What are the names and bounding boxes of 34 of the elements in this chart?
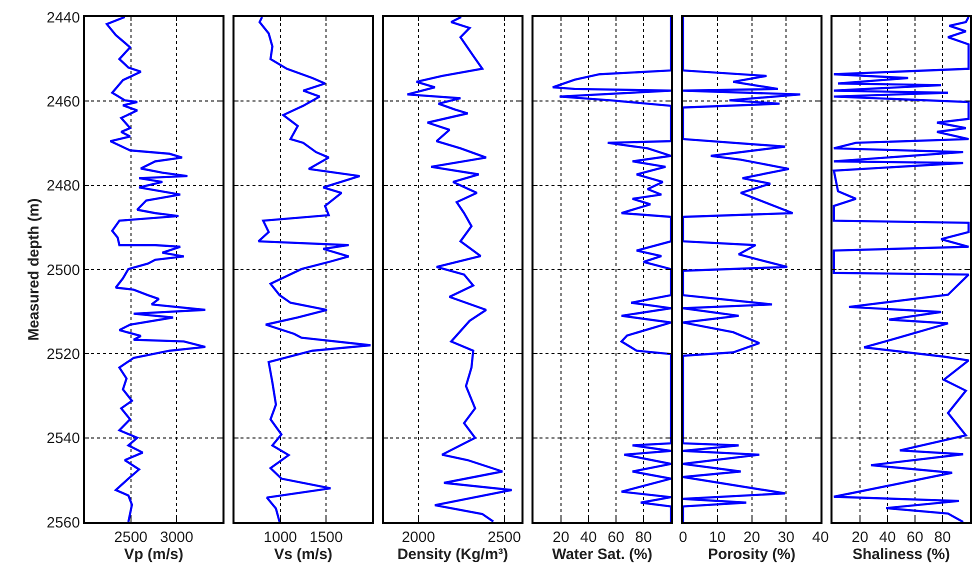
x-tick-label: 10 xyxy=(709,529,726,546)
x-tick-label: 20 xyxy=(552,529,570,546)
x-axis-title: Vs (m/s) xyxy=(274,546,332,563)
x-axis-title: Density (Kg/m³) xyxy=(397,546,508,563)
x-axis-title: Porosity (%) xyxy=(708,546,796,563)
x-tick-label: 1500 xyxy=(309,529,343,546)
x-axis-title: Water Sat. (%) xyxy=(552,546,652,563)
x-tick-label: 60 xyxy=(608,529,624,546)
y-tick-label: 2480 xyxy=(46,178,80,195)
x-tick-label: 80 xyxy=(635,529,652,546)
x-tick-label: 20 xyxy=(852,529,868,546)
x-tick-label: 40 xyxy=(812,529,829,546)
x-axis-title: Shaliness (%) xyxy=(852,546,950,563)
y-tick-label: 2520 xyxy=(46,346,80,363)
x-tick-label: 2000 xyxy=(402,529,436,546)
line-series xyxy=(106,17,206,522)
x-axis-title: Vp (m/s) xyxy=(124,546,184,563)
y-tick-label: 2540 xyxy=(46,430,80,448)
y-axis-title: Measured depth (m) xyxy=(25,198,42,341)
x-tick-label: 60 xyxy=(906,529,924,546)
x-tick-label: 1000 xyxy=(264,529,298,546)
y-tick-label: 2500 xyxy=(46,262,80,279)
x-tick-label: 0 xyxy=(678,529,688,546)
x-tick-label: 40 xyxy=(580,529,597,546)
x-tick-label: 20 xyxy=(743,529,760,546)
y-tick-label: 2560 xyxy=(46,514,80,532)
x-tick-label: 30 xyxy=(778,529,794,546)
x-tick-label: 2500 xyxy=(114,529,148,546)
x-tick-label: 2500 xyxy=(488,529,521,546)
y-tick-label: 2460 xyxy=(46,93,80,110)
y-tick-label: 2440 xyxy=(46,9,80,26)
x-tick-label: 3000 xyxy=(160,529,194,546)
x-tick-label: 80 xyxy=(934,529,951,546)
x-tick-label: 40 xyxy=(879,529,896,546)
